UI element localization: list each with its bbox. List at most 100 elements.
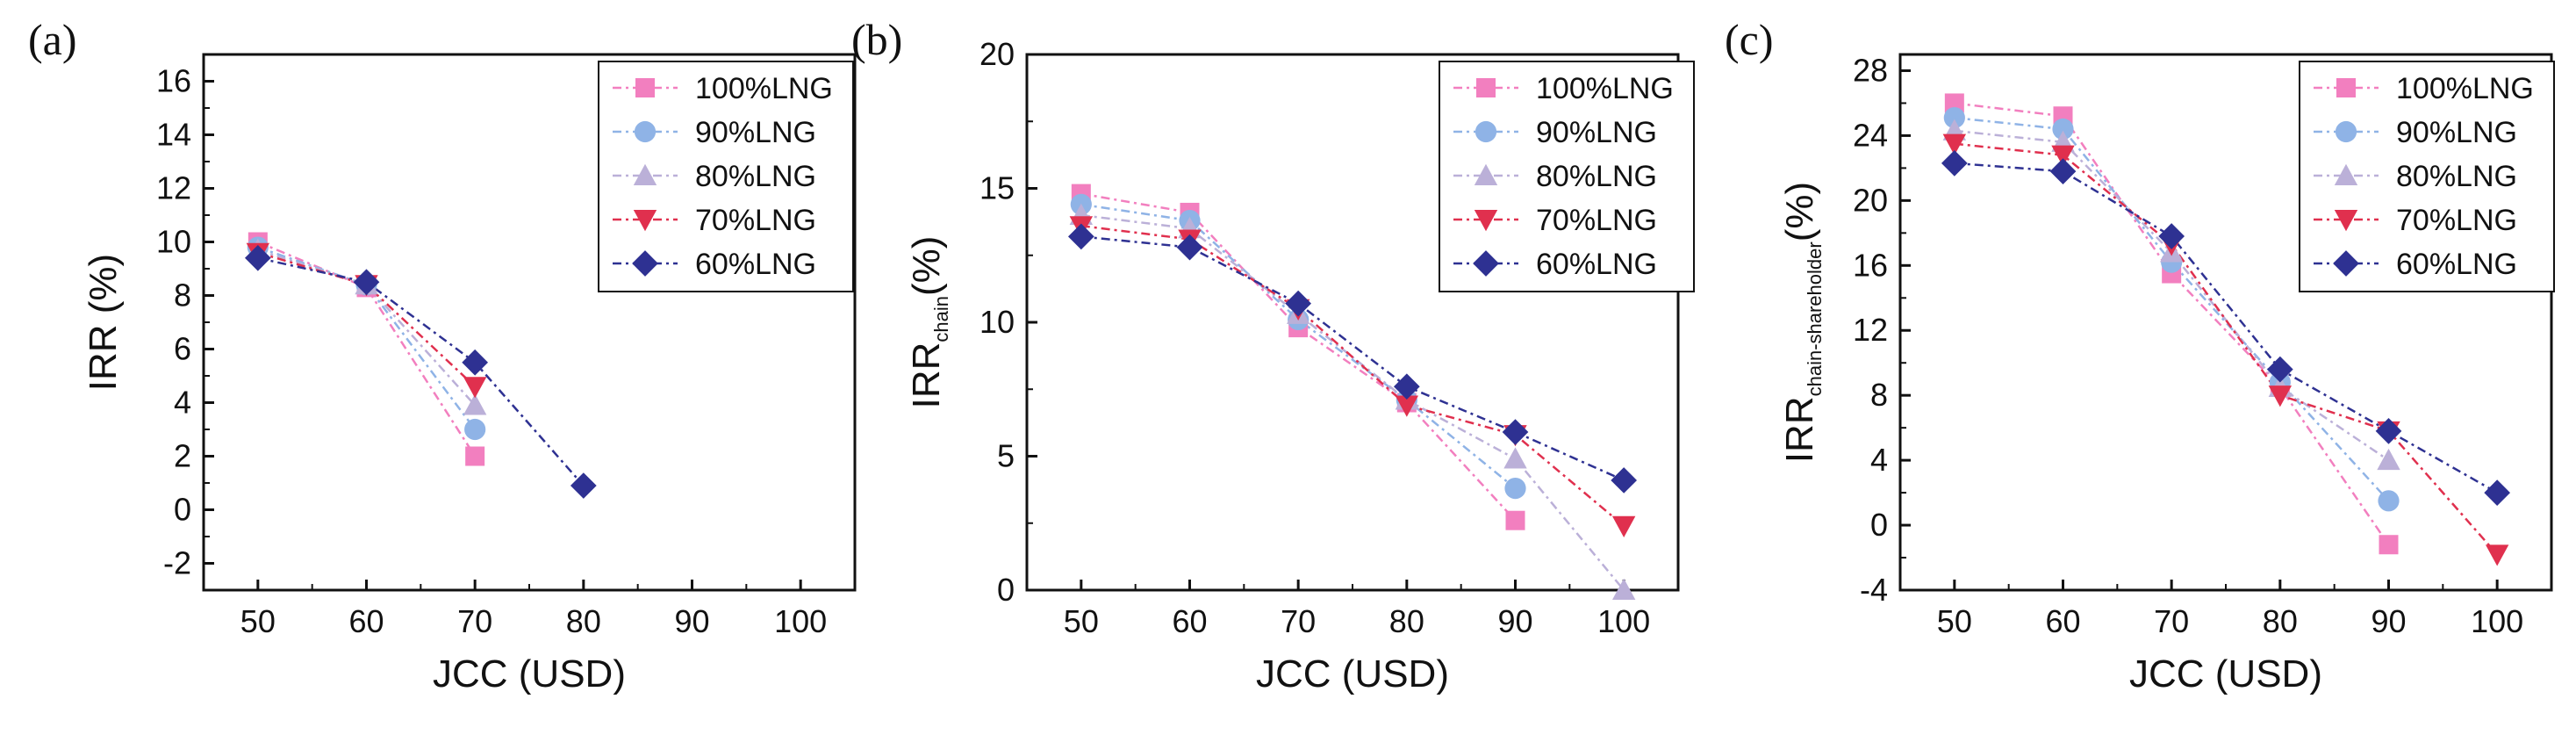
y-tick-label: 10	[979, 304, 1015, 340]
legend-marker	[2334, 163, 2358, 185]
data-point	[1611, 578, 1636, 600]
legend-marker	[633, 210, 657, 232]
series-line	[1080, 224, 1625, 527]
data-point	[570, 472, 597, 499]
y-tick-label: 0	[997, 572, 1015, 608]
y-tick-label: 28	[1853, 52, 1888, 88]
data-point	[2049, 158, 2077, 184]
data-point	[2158, 223, 2185, 249]
data-point	[2268, 386, 2293, 407]
y-tick-label: 20	[979, 36, 1015, 72]
data-point	[2375, 417, 2402, 444]
y-axis-title: IRRchain(%)	[905, 236, 952, 409]
data-point	[1504, 478, 1526, 500]
legend-label: 80%LNG	[2396, 160, 2517, 193]
series-line	[1954, 162, 2498, 494]
legend-marker	[1473, 250, 1499, 277]
legend-label: 90%LNG	[1536, 116, 1657, 149]
legend-label: 80%LNG	[1536, 160, 1657, 193]
data-point	[1611, 467, 1638, 494]
y-tick-label: 0	[1870, 507, 1888, 543]
data-point	[462, 349, 489, 376]
data-point	[2378, 490, 2400, 512]
legend-label: 80%LNG	[695, 160, 816, 193]
x-axis-title: JCC (USD)	[2129, 652, 2322, 695]
y-tick-label: -2	[163, 545, 191, 581]
y-tick-label: 12	[156, 170, 191, 206]
x-tick-label: 80	[1389, 603, 1424, 639]
legend-marker	[1476, 78, 1496, 97]
series-line	[1080, 235, 1625, 482]
y-tick-label: 24	[1853, 117, 1888, 153]
y-tick-label: 16	[156, 63, 191, 99]
x-tick-label: 80	[566, 603, 601, 639]
data-point	[1502, 419, 1529, 445]
x-tick-label: 60	[1172, 603, 1207, 639]
legend-marker	[635, 78, 655, 97]
data-point	[463, 377, 487, 399]
data-point	[2484, 479, 2511, 506]
y-tick-label: 4	[174, 385, 191, 421]
data-point	[1503, 447, 1527, 469]
y-tick-label: 2	[174, 438, 191, 474]
legend-label: 70%LNG	[2396, 204, 2517, 237]
data-point	[1941, 149, 1968, 177]
legend-marker	[1474, 210, 1498, 232]
data-point	[2377, 448, 2400, 471]
x-tick-label: 90	[674, 603, 709, 639]
data-point	[2051, 145, 2075, 167]
legend-label: 60%LNG	[1536, 248, 1657, 281]
panel-label: (b)	[851, 15, 902, 64]
data-point	[1395, 395, 1419, 417]
y-tick-label: 6	[174, 331, 191, 367]
legend-label: 100%LNG	[1536, 72, 1674, 105]
y-tick-label: 5	[997, 438, 1015, 474]
y-axis-title: IRR (%)	[82, 254, 125, 391]
panel-label: (a)	[28, 15, 77, 64]
x-tick-label: 70	[2154, 603, 2189, 639]
data-point	[1285, 290, 1312, 317]
x-tick-label: 60	[2045, 603, 2080, 639]
data-point	[1176, 234, 1203, 261]
legend-label: 70%LNG	[695, 204, 816, 237]
y-axis-title: IRRchain-shareholder(%)	[1778, 182, 1826, 463]
y-tick-label: 16	[1853, 247, 1888, 283]
x-tick-label: 100	[1597, 603, 1650, 639]
x-tick-label: 50	[1937, 603, 1972, 639]
data-point	[465, 446, 485, 466]
y-tick-label: 4	[1870, 442, 1888, 478]
x-tick-label: 70	[1281, 603, 1316, 639]
x-tick-label: 90	[1497, 603, 1532, 639]
legend: 100%LNG 90%LNG 80%LNG 70%LNG 60%LNG	[1439, 61, 1695, 292]
chart-panel-3: 50 60 70 80 90 100 -4 0 4 8 12 16 20 24 28 JCC (USD) IRR…	[1778, 52, 2555, 695]
legend-marker	[633, 163, 657, 185]
data-point	[2052, 118, 2074, 141]
legend-label: 70%LNG	[1536, 204, 1657, 237]
legend-marker	[2335, 120, 2357, 143]
data-point	[1067, 223, 1094, 250]
data-point	[1944, 93, 1964, 113]
x-tick-label: 50	[1064, 603, 1099, 639]
data-point	[2485, 544, 2509, 566]
x-tick-label: 50	[240, 603, 276, 639]
legend-label: 60%LNG	[695, 248, 816, 281]
data-point	[244, 244, 271, 271]
legend-marker	[2336, 78, 2356, 97]
x-tick-label: 90	[2371, 603, 2406, 639]
y-tick-label: 14	[156, 117, 191, 153]
y-tick-label: 8	[1870, 377, 1888, 413]
data-point	[1942, 133, 1967, 155]
panel-label: (c)	[1725, 15, 1774, 64]
data-point	[463, 393, 487, 415]
y-tick-label: 0	[174, 492, 191, 528]
y-tick-label: 12	[1853, 312, 1888, 348]
data-point	[2379, 535, 2399, 555]
legend-label: 100%LNG	[695, 72, 833, 105]
legend: 100%LNG 90%LNG 80%LNG 70%LNG 60%LNG	[2299, 61, 2555, 292]
x-tick-label: 70	[457, 603, 492, 639]
data-point	[1943, 106, 1965, 129]
y-tick-label: 8	[174, 277, 191, 313]
legend-marker	[634, 120, 657, 143]
y-tick-label: 20	[1853, 182, 1888, 218]
